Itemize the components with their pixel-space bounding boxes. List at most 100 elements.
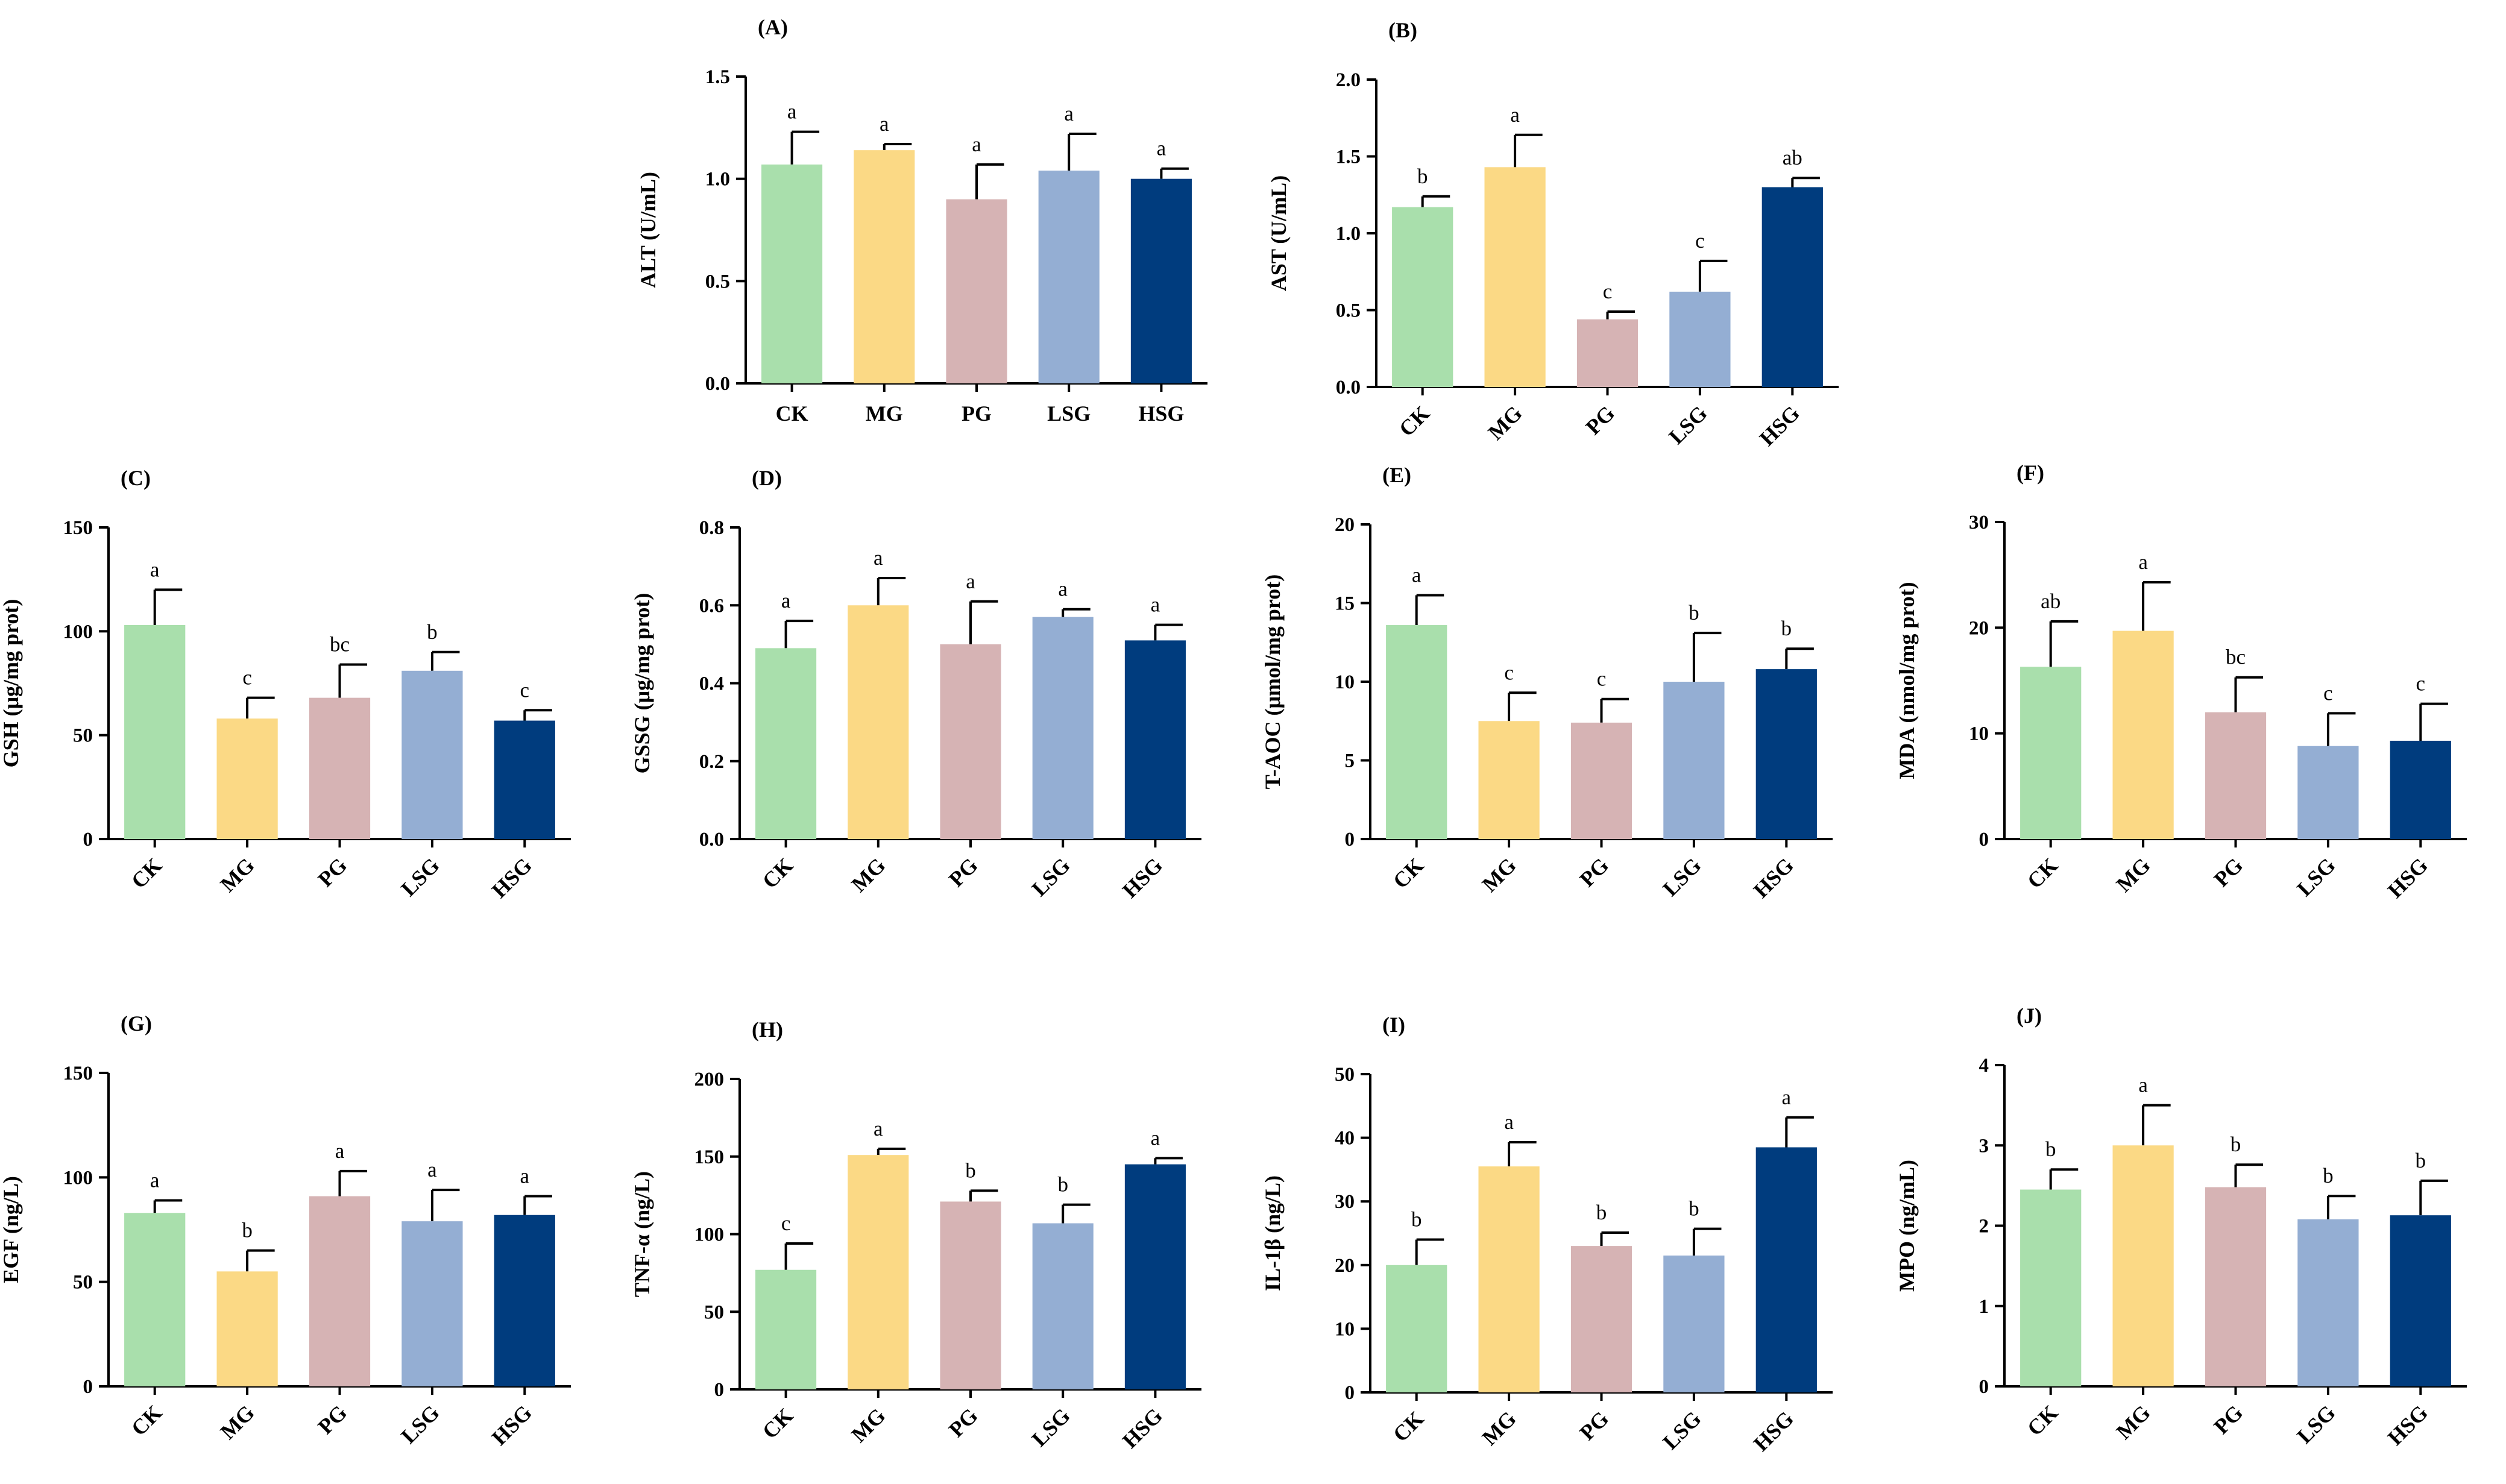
bar-hsg <box>1124 1164 1186 1389</box>
panel-d: (D) GSSG (μg/mg prot) 0.0 0.2 0.4 0.6 0.8 a CK a M… <box>630 466 1201 902</box>
bar-hsg <box>494 720 555 839</box>
x-tick-label: LSG <box>1027 853 1075 901</box>
significance-letter: bc <box>2226 646 2246 669</box>
y-tick-label: 150 <box>63 517 93 539</box>
bar-ck <box>1386 625 1447 839</box>
significance-letter: a <box>787 100 797 124</box>
y-tick-label: 1.0 <box>1336 223 1361 245</box>
bar-lsg <box>401 670 463 839</box>
y-axis-label: MPO (ng/mL) <box>1895 1160 1919 1292</box>
bar-hsg <box>1755 669 1817 839</box>
y-tick-label: 50 <box>704 1301 724 1323</box>
significance-letter: b <box>1596 1201 1607 1224</box>
bar-hsg <box>1761 187 1823 387</box>
panel-e: (E) T-AOC (μmol/mg prot) 0 5 10 15 20 a CK c MG c PG… <box>1261 463 1833 902</box>
bar-mg <box>216 1271 278 1386</box>
panel-label: (E) <box>1382 463 1411 487</box>
x-tick-label: CK <box>127 853 166 893</box>
y-tick-label: 0 <box>83 1376 93 1398</box>
y-axis-label: MDA (nmol/mg prot) <box>1895 582 1919 779</box>
bar-lsg <box>1669 291 1731 387</box>
significance-letter: a <box>1151 1126 1160 1149</box>
significance-letter: b <box>2045 1137 2056 1161</box>
significance-letter: b <box>1781 617 1792 640</box>
panel-label: (F) <box>2016 461 2044 485</box>
x-tick-label: PG <box>2209 1400 2248 1439</box>
bar-lsg <box>1663 682 1725 839</box>
bar-hsg <box>2390 1215 2451 1386</box>
significance-letter: b <box>427 620 438 644</box>
x-tick-label: HSG <box>1138 401 1184 426</box>
bar-pg <box>1570 1246 1632 1392</box>
y-tick-label: 30 <box>1335 1191 1355 1213</box>
bar-mg <box>2112 630 2174 839</box>
significance-letter: c <box>1603 280 1613 303</box>
y-axis-label: TNF-α (ng/L) <box>630 1171 654 1297</box>
bar-pg <box>2205 1187 2267 1386</box>
y-tick-label: 0.2 <box>699 751 724 773</box>
bar-hsg <box>1755 1147 1817 1392</box>
y-axis-label: GSSG (μg/mg prot) <box>630 593 654 774</box>
significance-letter: b <box>2323 1164 2334 1187</box>
x-tick-label: MG <box>2112 1400 2155 1444</box>
significance-letter: a <box>335 1139 345 1163</box>
significance-letter: c <box>781 1212 791 1235</box>
y-tick-label: 1 <box>1979 1296 1989 1318</box>
panel-label: (J) <box>2016 1004 2042 1028</box>
x-tick-label: CK <box>1388 853 1428 893</box>
x-tick-label: LSG <box>396 853 444 901</box>
significance-letter: b <box>965 1159 976 1182</box>
bar-pg <box>946 199 1007 383</box>
y-tick-label: 0.0 <box>1336 377 1361 398</box>
panel-label: (A) <box>758 15 788 39</box>
x-tick-label: CK <box>758 1403 798 1443</box>
bar-ck <box>2020 667 2082 839</box>
significance-letter: a <box>874 1117 883 1140</box>
significance-letter: a <box>1504 1110 1514 1134</box>
panel-j: (J) MPO (ng/mL) 0 1 2 3 4 b CK a MG b PG b LSG b HSG <box>1895 1004 2467 1450</box>
bar-mg <box>854 150 915 383</box>
x-tick-label: MG <box>216 1400 259 1444</box>
significance-letter: c <box>1504 661 1514 684</box>
bar-pg <box>1570 722 1632 839</box>
x-tick-label: LSG <box>1047 401 1091 426</box>
y-tick-label: 100 <box>63 621 93 643</box>
significance-letter: b <box>1689 1197 1699 1221</box>
x-tick-label: CK <box>2023 853 2062 893</box>
x-tick-label: LSG <box>1664 401 1711 448</box>
significance-letter: a <box>1157 137 1166 160</box>
panel-b: (B) AST (U/mL) 0.0 0.5 1.0 1.5 2.0 b CK a MG c PG c LS… <box>1267 18 1839 450</box>
x-tick-label: PG <box>962 401 992 426</box>
y-tick-label: 0 <box>1979 1376 1989 1398</box>
y-tick-label: 0.5 <box>1336 300 1361 322</box>
x-tick-label: CK <box>1394 401 1434 441</box>
panel-label: (H) <box>752 1017 783 1042</box>
x-tick-label: PG <box>2209 853 2248 891</box>
x-tick-label: MG <box>1478 853 1521 896</box>
y-tick-label: 0 <box>1345 829 1355 850</box>
panel-a: (A) ALT (U/mL) 0.0 0.5 1.0 1.5 a CK a MG a PG a LSG a H… <box>636 15 1207 426</box>
x-tick-label: LSG <box>1658 853 1705 901</box>
panel-f: (F) MDA (nmol/mg prot) 0 10 20 30 ab CK a MG bc PG c… <box>1895 461 2467 902</box>
panel-label: (D) <box>752 466 782 490</box>
bar-hsg <box>2390 740 2451 839</box>
x-tick-label: MG <box>866 401 903 426</box>
x-tick-label: MG <box>1484 401 1527 444</box>
y-tick-label: 50 <box>73 725 93 747</box>
significance-letter: b <box>1411 1208 1422 1231</box>
x-tick-label: HSG <box>1118 1403 1167 1453</box>
x-tick-label: MG <box>846 853 890 896</box>
x-tick-label: CK <box>776 401 808 426</box>
significance-letter: b <box>1689 601 1699 624</box>
significance-letter: ab <box>2041 590 2061 613</box>
y-tick-label: 15 <box>1335 593 1355 615</box>
x-tick-label: CK <box>1388 1406 1428 1446</box>
y-tick-label: 0.8 <box>699 517 724 539</box>
significance-letter: a <box>2138 1074 2148 1097</box>
y-tick-label: 50 <box>73 1272 93 1294</box>
x-tick-label: HSG <box>2383 853 2432 902</box>
x-tick-label: LSG <box>1658 1406 1705 1454</box>
significance-letter: bc <box>330 632 350 656</box>
bar-mg <box>2112 1145 2174 1386</box>
